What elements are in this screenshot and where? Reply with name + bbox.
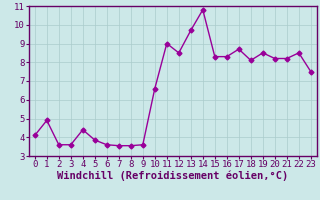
X-axis label: Windchill (Refroidissement éolien,°C): Windchill (Refroidissement éolien,°C) xyxy=(57,171,288,181)
